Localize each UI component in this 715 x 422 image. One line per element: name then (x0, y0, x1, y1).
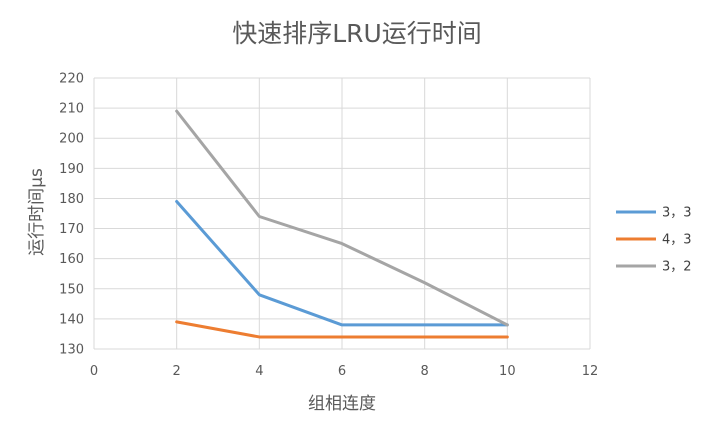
y-tick-label: 190 (59, 162, 84, 177)
x-tick-label: 4 (255, 364, 263, 379)
x-axis-title: 组相连度 (308, 394, 376, 414)
x-tick-label: 12 (582, 364, 599, 379)
x-tick-label: 2 (173, 364, 181, 379)
y-tick-label: 140 (59, 312, 84, 327)
legend-label-1: 3，3 (662, 206, 692, 221)
y-axis-title: 运行时间μs (27, 168, 47, 256)
x-tick-label: 10 (499, 364, 516, 379)
series-line-2 (175, 320, 509, 339)
legend-label-3: 3，2 (662, 260, 692, 275)
y-tick-label: 150 (59, 282, 84, 297)
y-tick-label: 220 (59, 72, 84, 87)
series-layer (175, 109, 509, 339)
series-line-3 (175, 109, 509, 327)
x-tick-label: 6 (338, 364, 346, 379)
tick-labels: 130 140 150 160 170 180 190 200 210 220 0 2 4 6 8 10 12 (59, 72, 598, 380)
y-tick-label: 210 (59, 102, 84, 117)
chart-title: 快速排序LRU运行时间 (232, 19, 482, 48)
legend: 3，3 4，3 3，2 (616, 206, 692, 275)
y-tick-label: 200 (59, 132, 84, 147)
y-tick-label: 130 (59, 343, 84, 358)
y-tick-label: 180 (59, 192, 84, 207)
legend-label-2: 4，3 (662, 233, 692, 248)
y-tick-label: 170 (59, 222, 84, 237)
series-line-1 (175, 199, 509, 327)
grid-lines (93, 77, 591, 350)
x-tick-label: 0 (90, 364, 98, 379)
y-tick-label: 160 (59, 252, 84, 267)
x-tick-label: 8 (421, 364, 429, 379)
